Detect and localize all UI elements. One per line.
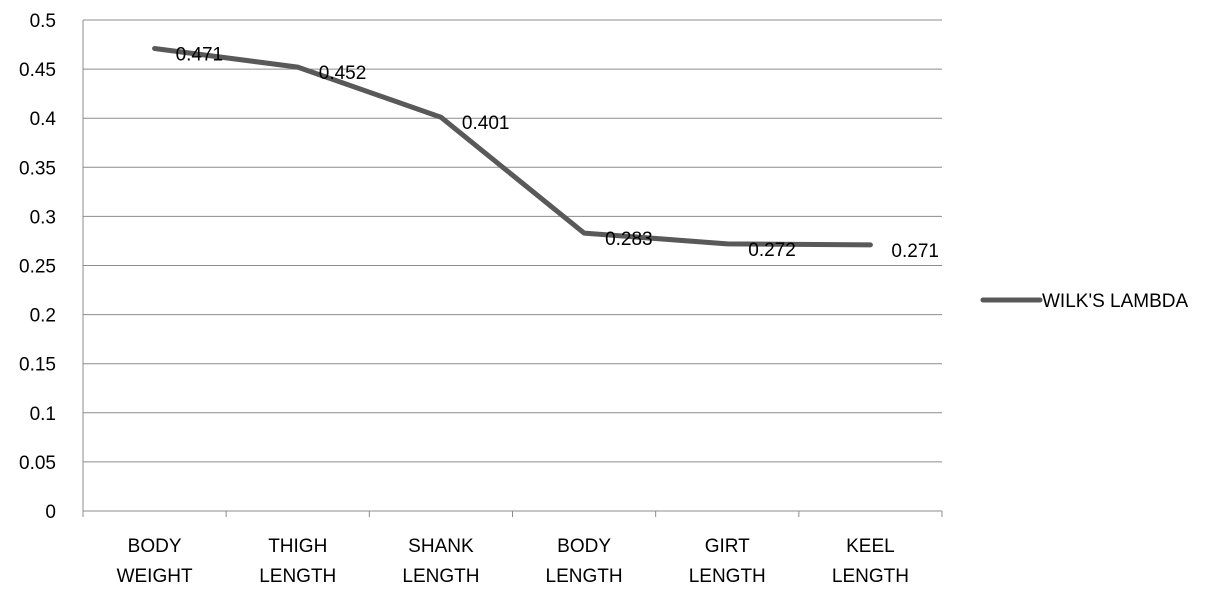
- legend-label: WILK'S LAMBDA: [1042, 291, 1188, 312]
- y-tick-label: 0.2: [30, 306, 56, 327]
- x-tick-label-line: SHANK: [408, 536, 474, 557]
- x-tick-label: GIRT LENGTH: [689, 536, 766, 587]
- x-tick-label: SHANK LENGTH: [402, 536, 479, 587]
- x-tick-label-line: LENGTH: [832, 566, 909, 587]
- x-tick-label-line: LENGTH: [259, 566, 336, 587]
- data-label: 0.272: [748, 240, 796, 261]
- x-tick-label-line: LENGTH: [689, 566, 766, 587]
- data-label: 0.401: [462, 113, 510, 134]
- y-tick-label: 0.1: [30, 404, 56, 425]
- x-axis-tick-labels: BODY WEIGHT THIGH LENGTH SHANK LENGTH BODY LENG…: [117, 536, 909, 587]
- y-tick-label: 0.15: [19, 355, 56, 376]
- x-tick-label: BODY LENGTH: [546, 536, 623, 587]
- gridlines: [82, 19, 943, 517]
- x-tick-label: BODY WEIGHT: [117, 536, 193, 587]
- legend: WILK'S LAMBDA: [980, 291, 1188, 312]
- x-tick-label-line: BODY: [557, 536, 611, 557]
- data-label: 0.271: [891, 241, 939, 262]
- x-tick-label-line: THIGH: [268, 536, 327, 557]
- data-label: 0.452: [319, 63, 367, 84]
- y-tick-label: 0.4: [30, 109, 57, 130]
- plot-area: [152, 45, 873, 248]
- y-tick-label: 0.5: [30, 11, 56, 32]
- x-tick-label-line: LENGTH: [546, 566, 623, 587]
- y-axis-tick-labels: 0 0.05 0.1 0.15 0.2 0.25 0.3 0.35 0.4 0.45 0.5: [19, 11, 56, 523]
- x-tick-label-line: GIRT: [705, 536, 750, 557]
- x-tick-label-line: BODY: [128, 536, 182, 557]
- x-tick-label-line: LENGTH: [402, 566, 479, 587]
- y-tick-label: 0.45: [19, 60, 56, 81]
- data-label: 0.471: [176, 44, 224, 65]
- y-tick-label: 0.3: [30, 207, 56, 228]
- series-line-wilks-lambda: [152, 45, 873, 248]
- x-tick-label: THIGH LENGTH: [259, 536, 336, 587]
- data-label: 0.283: [605, 229, 653, 250]
- x-tick-label: KEEL LENGTH: [832, 536, 909, 587]
- x-tick-label-line: WEIGHT: [117, 566, 193, 587]
- data-labels: 0.471 0.452 0.401 0.283 0.272 0.271: [176, 44, 939, 261]
- y-tick-label: 0.05: [19, 453, 56, 474]
- y-tick-label: 0.35: [19, 158, 56, 179]
- x-tick-label-line: KEEL: [846, 536, 895, 557]
- y-tick-label: 0: [45, 502, 56, 523]
- y-tick-label: 0.25: [19, 257, 56, 278]
